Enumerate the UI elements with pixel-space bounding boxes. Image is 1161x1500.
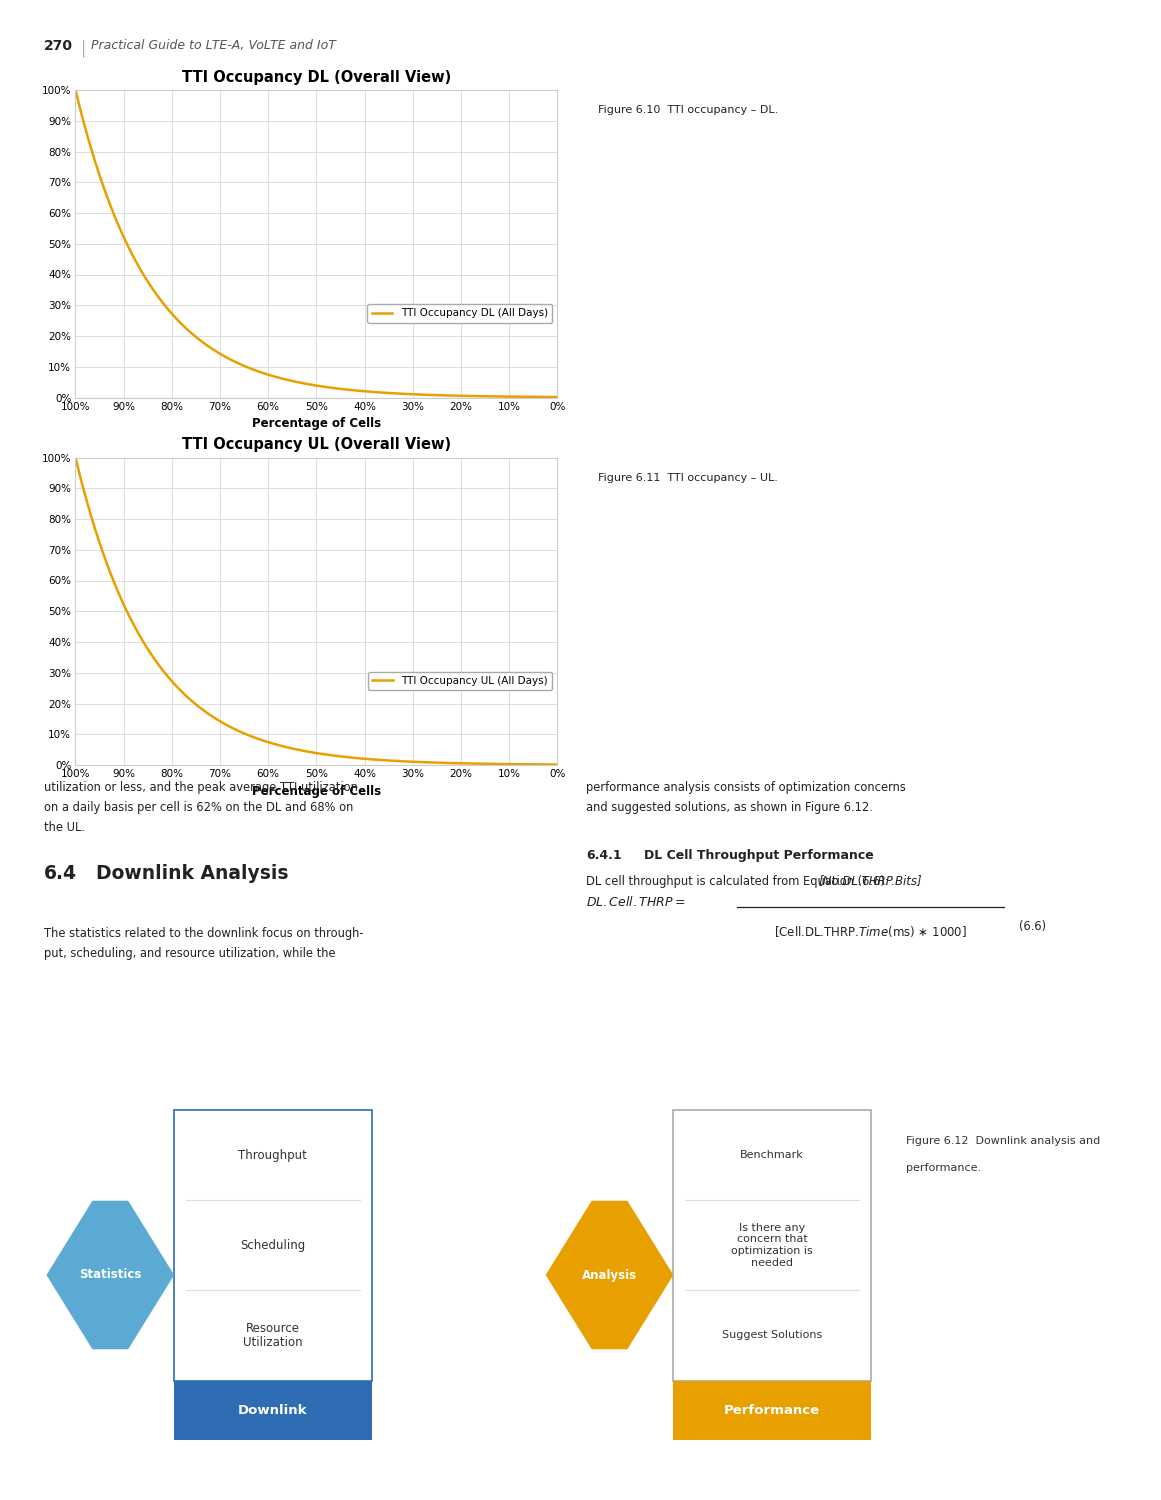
Text: $\mathit{DL.Cell.THRP}=$: $\mathit{DL.Cell.THRP}=$ <box>586 894 686 909</box>
Legend: TTI Occupancy UL (All Days): TTI Occupancy UL (All Days) <box>368 672 553 690</box>
FancyBboxPatch shape <box>174 1380 372 1440</box>
Text: DL Cell Throughput Performance: DL Cell Throughput Performance <box>644 849 874 862</box>
Text: DL cell throughput is calculated from Equation (6.6):: DL cell throughput is calculated from Eq… <box>586 874 889 888</box>
Text: (6.6): (6.6) <box>1019 920 1046 933</box>
Text: Throughput: Throughput <box>238 1149 308 1161</box>
Text: Resource
Utilization: Resource Utilization <box>243 1322 303 1350</box>
Title: TTI Occupancy DL (Overall View): TTI Occupancy DL (Overall View) <box>182 69 450 84</box>
Text: performance.: performance. <box>906 1164 981 1173</box>
Text: Benchmark: Benchmark <box>741 1150 803 1160</box>
Legend: TTI Occupancy DL (All Days): TTI Occupancy DL (All Days) <box>367 304 553 322</box>
Text: on a daily basis per cell is 62% on the DL and 68% on: on a daily basis per cell is 62% on the … <box>44 801 353 814</box>
Text: Scheduling: Scheduling <box>240 1239 305 1252</box>
FancyBboxPatch shape <box>174 1110 372 1380</box>
Text: Figure 6.11  TTI occupancy – UL.: Figure 6.11 TTI occupancy – UL. <box>598 472 778 483</box>
Text: Statistics: Statistics <box>79 1269 142 1281</box>
Text: utilization or less, and the peak average TTI utilization: utilization or less, and the peak averag… <box>44 782 358 795</box>
X-axis label: Percentage of Cells: Percentage of Cells <box>252 784 381 798</box>
Text: │: │ <box>79 39 88 57</box>
Text: 6.4.1: 6.4.1 <box>586 849 622 862</box>
Text: Analysis: Analysis <box>582 1269 637 1281</box>
Text: and suggested solutions, as shown in Figure 6.12.: and suggested solutions, as shown in Fig… <box>586 801 873 814</box>
Text: 270: 270 <box>44 39 73 53</box>
Text: Downlink: Downlink <box>238 1404 308 1417</box>
FancyBboxPatch shape <box>673 1380 871 1440</box>
Text: performance analysis consists of optimization concerns: performance analysis consists of optimiz… <box>586 782 907 795</box>
Text: the UL.: the UL. <box>44 821 85 834</box>
FancyBboxPatch shape <box>673 1110 871 1380</box>
Text: Figure 6.10  TTI occupancy – DL.: Figure 6.10 TTI occupancy – DL. <box>598 105 778 116</box>
Text: [Cell.DL.THRP.$\mathit{Time}$(ms) $\ast$ 1000]: [Cell.DL.THRP.$\mathit{Time}$(ms) $\ast$… <box>774 924 967 939</box>
Text: put, scheduling, and resource utilization, while the: put, scheduling, and resource utilizatio… <box>44 946 336 960</box>
Text: [No.DL.THRP.Bits]: [No.DL.THRP.Bits] <box>819 874 923 886</box>
Polygon shape <box>546 1200 673 1350</box>
Text: Suggest Solutions: Suggest Solutions <box>722 1330 822 1341</box>
Text: Downlink Analysis: Downlink Analysis <box>96 864 289 883</box>
Polygon shape <box>46 1200 174 1350</box>
Text: Is there any
concern that
optimization is
needed: Is there any concern that optimization i… <box>731 1222 813 1268</box>
Text: Performance: Performance <box>724 1404 820 1417</box>
Text: 6.4: 6.4 <box>44 864 77 883</box>
Title: TTI Occupancy UL (Overall View): TTI Occupancy UL (Overall View) <box>182 436 450 451</box>
Text: Figure 6.12  Downlink analysis and: Figure 6.12 Downlink analysis and <box>906 1137 1099 1146</box>
Text: Practical Guide to LTE-A, VoLTE and IoT: Practical Guide to LTE-A, VoLTE and IoT <box>91 39 336 53</box>
Text: The statistics related to the downlink focus on through-: The statistics related to the downlink f… <box>44 927 363 940</box>
X-axis label: Percentage of Cells: Percentage of Cells <box>252 417 381 430</box>
